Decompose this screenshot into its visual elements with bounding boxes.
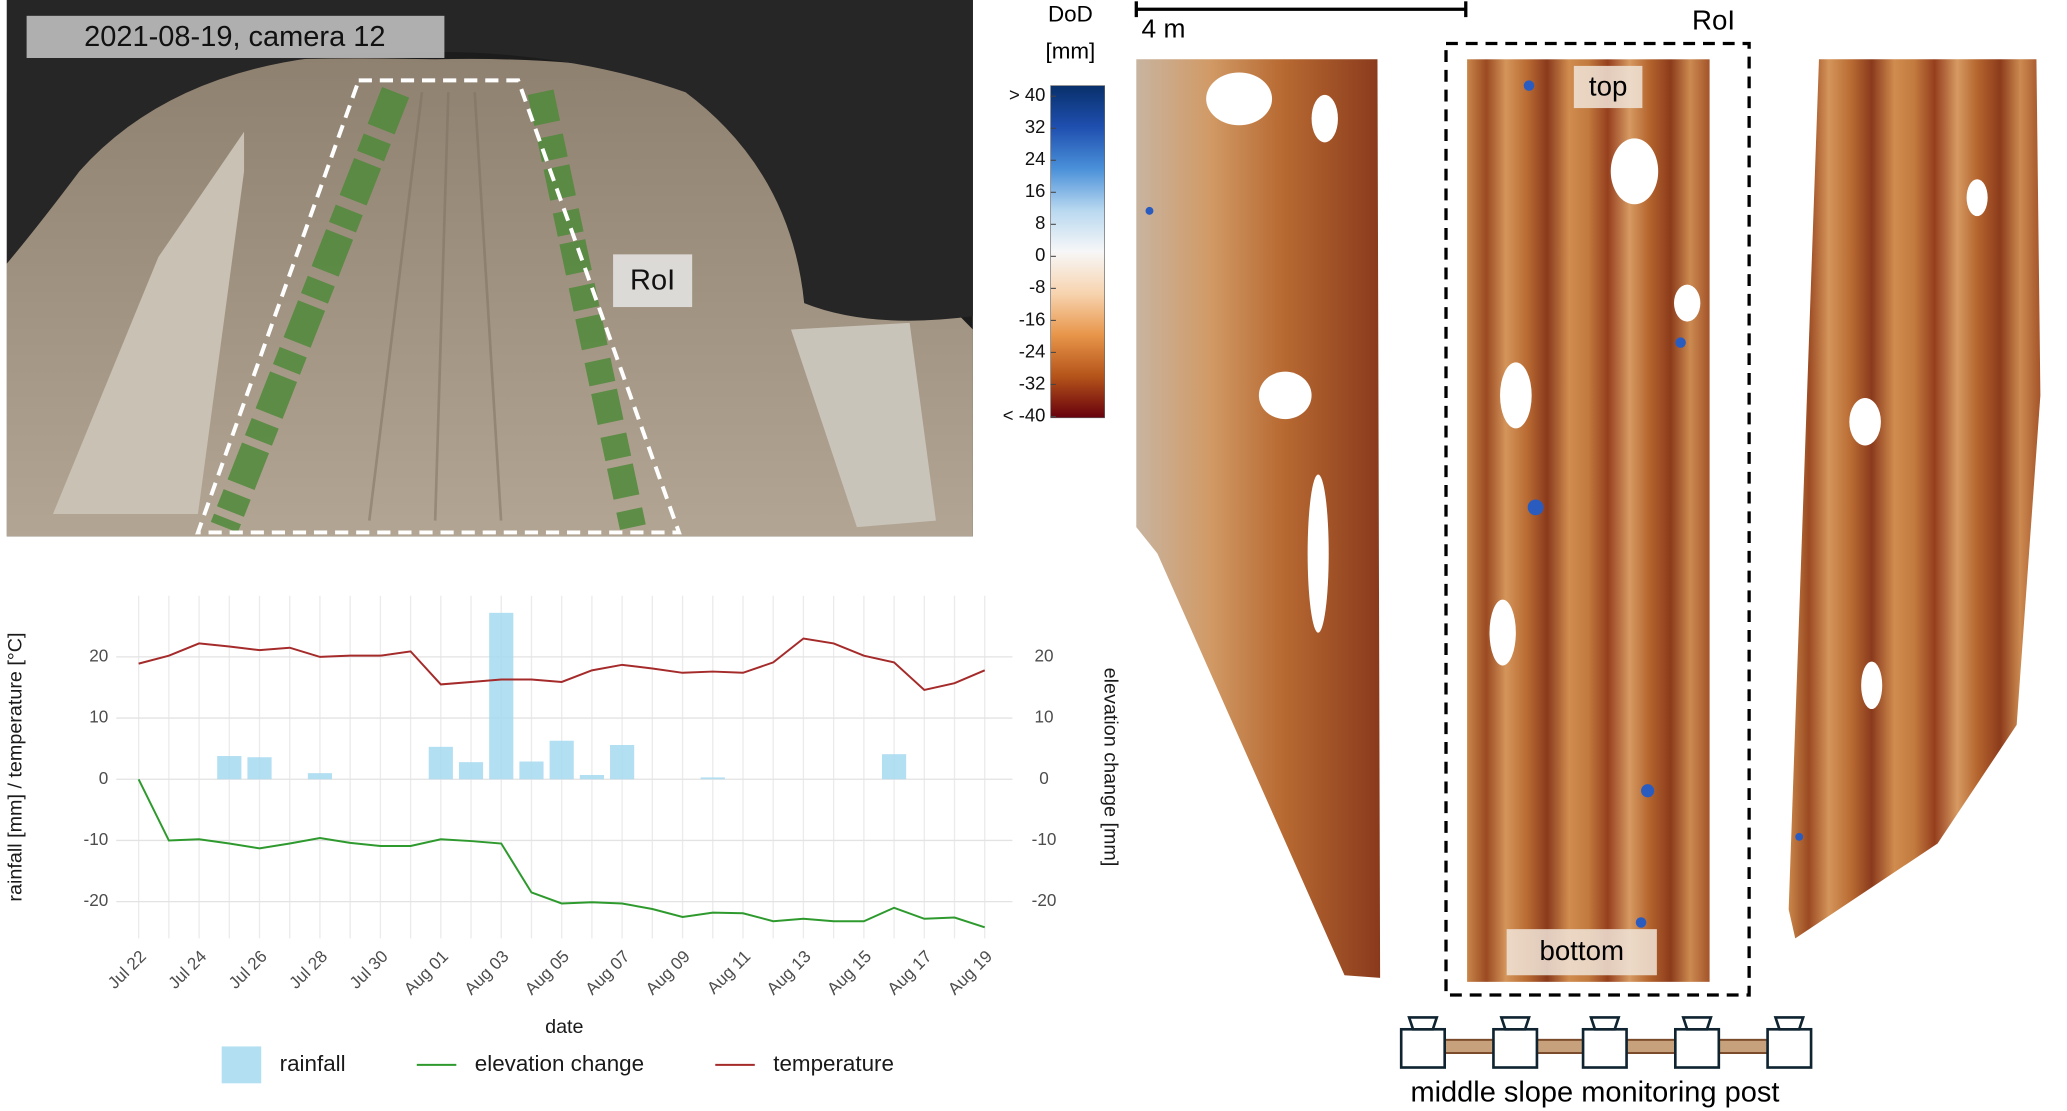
- colorbar-unit: [mm]: [1046, 39, 1096, 64]
- tent-roof: [6, 0, 973, 321]
- bar: [217, 756, 242, 780]
- x-tick-label: Jul 22: [103, 946, 149, 992]
- colorbar-tick-label: 24: [1025, 148, 1046, 169]
- y-tick-label: 20: [89, 645, 108, 665]
- dod-strip-middle: [1467, 59, 1710, 982]
- roi-label: RoI: [630, 265, 675, 297]
- bottom-label: bottom: [1539, 935, 1624, 966]
- legend-label: temperature: [773, 1051, 894, 1076]
- camera-photo: 2021-08-19, camera 12 RoI: [6, 0, 973, 537]
- bar: [307, 773, 333, 780]
- y-tick-label: 0: [99, 768, 109, 788]
- x-tick-label: Aug 01: [400, 946, 453, 999]
- line: [138, 637, 986, 692]
- y2-tick-label: 20: [1035, 645, 1054, 665]
- plant-row: [527, 89, 646, 530]
- x-tick-label: Jul 26: [224, 946, 270, 992]
- x-tick-label: Aug 05: [520, 946, 573, 999]
- top-label-box: [1573, 65, 1643, 109]
- bottom-label-box: [1506, 929, 1657, 976]
- photo-caption: 2021-08-19, camera 12: [84, 21, 385, 53]
- no-data-patches: [1206, 72, 1988, 710]
- y-tick-label: -20: [84, 890, 109, 910]
- y2-axis-title: elevation change [mm]: [1100, 668, 1122, 867]
- legend-label: rainfall: [280, 1051, 346, 1076]
- x-tick-label: Jul 28: [285, 946, 331, 992]
- colorbar-tick-label: 8: [1035, 212, 1045, 233]
- x-tick-label: Aug 13: [762, 946, 815, 999]
- scale-bar-label: 4 m: [1142, 13, 1186, 43]
- top-label: top: [1589, 71, 1627, 102]
- colorbar-tick-label: < -40: [1003, 404, 1046, 425]
- plant-row: [210, 86, 410, 533]
- colorbar-tick-label: -32: [1019, 372, 1046, 393]
- caption-box: [26, 15, 445, 58]
- colorbar-tick-label: 0: [1035, 244, 1045, 265]
- right-board: [791, 322, 936, 528]
- dod-strip-left: [1136, 59, 1381, 978]
- y-tick-label: 10: [89, 707, 108, 727]
- left-board: [52, 131, 245, 514]
- colorbar-tick-label: 16: [1025, 180, 1046, 201]
- soil: [6, 58, 973, 537]
- bar: [489, 612, 514, 780]
- colorbar-tick-label: -8: [1029, 276, 1045, 297]
- x-tick-label: Aug 15: [823, 946, 876, 999]
- x-tick-label: Jul 24: [164, 946, 211, 993]
- x-tick-label: Aug 09: [641, 946, 694, 999]
- x-tick-label: Aug 03: [460, 946, 513, 999]
- y2-tick-label: -10: [1032, 829, 1057, 849]
- y2-tick-label: 0: [1039, 768, 1049, 788]
- roi-label: RoI: [1692, 5, 1735, 36]
- roi-box: [1444, 41, 1751, 997]
- x-tick-label: Aug 11: [703, 946, 755, 998]
- dod-map: 4 m RoI top bottom: [1134, 1, 2041, 1109]
- colorbar-tick-label: > 40: [1009, 84, 1045, 105]
- bar: [579, 774, 604, 780]
- bar: [247, 757, 272, 780]
- x-tick-label: Aug 17: [883, 946, 936, 999]
- y-tick-label: -10: [84, 829, 109, 849]
- legend-swatch: [221, 1046, 262, 1084]
- monitoring-post: middle slope monitoring post: [1399, 1016, 1813, 1109]
- line: [137, 778, 986, 929]
- bar: [700, 777, 725, 780]
- bar: [428, 746, 453, 780]
- colorbar-tick-label: -24: [1019, 340, 1046, 361]
- bar: [881, 754, 907, 780]
- colorbar: [1050, 85, 1105, 419]
- bar: [458, 762, 484, 780]
- bar: [519, 761, 544, 780]
- bar: [549, 740, 574, 780]
- x-tick-label: Aug 19: [944, 946, 997, 999]
- colorbar-tick-label: 32: [1025, 116, 1046, 137]
- y2-tick-label: -20: [1032, 890, 1057, 910]
- colorbar-tick-label: -16: [1019, 308, 1046, 329]
- dod-strip-right: [1788, 59, 2041, 939]
- bar: [610, 744, 635, 780]
- colorbar-title: DoD: [1048, 2, 1093, 27]
- post-label: middle slope monitoring post: [1410, 1077, 1779, 1109]
- legend-label: elevation change: [475, 1051, 644, 1076]
- roi-label-box: [613, 254, 693, 308]
- deposition-spots: [1145, 80, 1804, 928]
- x-axis-title: date: [545, 1016, 583, 1038]
- x-tick-label: Jul 30: [345, 946, 391, 992]
- y-axis-title: rainfall [mm] / temperature [°C]: [4, 632, 26, 901]
- roi-outline: [195, 78, 682, 535]
- y2-tick-label: 10: [1035, 707, 1054, 727]
- furrow: [367, 92, 503, 521]
- x-tick-label: Aug 07: [581, 946, 634, 999]
